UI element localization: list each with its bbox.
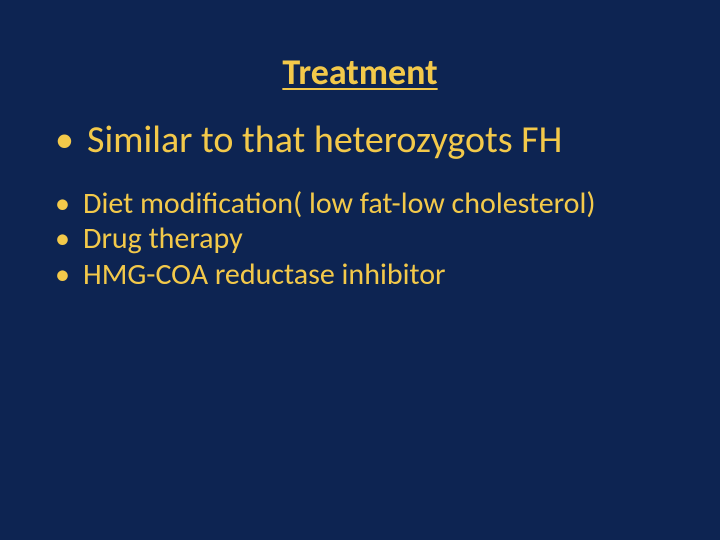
- bullet-icon: •: [55, 257, 70, 292]
- list-item: • HMG-COA reductase inhibitor: [55, 257, 680, 292]
- bullet-text: Similar to that heterozygots FH: [87, 117, 562, 163]
- slide: Treatment • Similar to that heterozygots…: [0, 0, 720, 540]
- bullet-icon: •: [55, 221, 70, 256]
- list-item: • Drug therapy: [55, 221, 680, 256]
- list-item: • Diet modification( low fat-low cholest…: [55, 186, 680, 221]
- bullet-text: Diet modification( low fat-low cholester…: [83, 185, 595, 222]
- bullet-icon: •: [55, 118, 74, 163]
- bullet-text: Drug therapy: [83, 220, 243, 257]
- bullet-icon: •: [55, 186, 70, 221]
- slide-title: Treatment: [0, 50, 720, 94]
- bullet-list-level1: • Similar to that heterozygots FH: [55, 118, 680, 163]
- bullet-text: HMG-COA reductase inhibitor: [83, 256, 446, 293]
- bullet-list-level2: • Diet modification( low fat-low cholest…: [55, 186, 680, 292]
- list-item: • Similar to that heterozygots FH: [55, 118, 680, 163]
